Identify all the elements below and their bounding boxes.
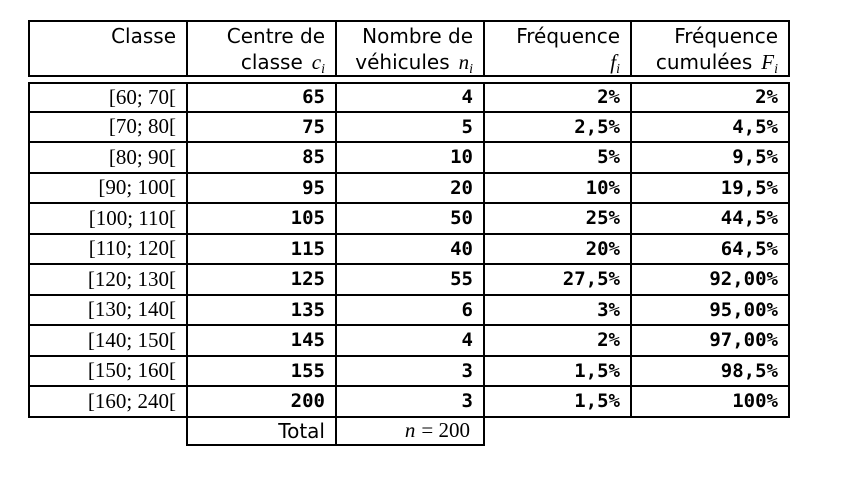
centre-cell: 125 xyxy=(186,265,335,296)
header-nombre-line2-text: véhicules xyxy=(355,49,450,74)
frequence-cumulee-cell: 100% xyxy=(630,387,790,418)
centre-cell: 75 xyxy=(186,112,335,143)
interval-cell: [140; 150[ xyxy=(28,326,186,357)
header-frequence-cumulee-line2-text: cumulées xyxy=(655,49,753,74)
interval-cell: [110; 120[ xyxy=(28,234,186,265)
header-nombre-line1: Nombre de xyxy=(362,23,473,48)
header-cell-frequence-cumulee: Fréquence cumulées Fi xyxy=(630,20,790,77)
total-row-right-spacer xyxy=(630,418,790,446)
interval-cell: [160; 240[ xyxy=(28,387,186,418)
frequence-cell: 1,5% xyxy=(483,356,630,387)
frequence-cumulee-cell: 4,5% xyxy=(630,112,790,143)
interval-cell: [100; 110[ xyxy=(28,204,186,235)
centre-cell: 145 xyxy=(186,326,335,357)
header-frequence-line1: Fréquence xyxy=(516,23,620,48)
frequency-table: Classe Centre de classe ci Nombre de véhi… xyxy=(28,20,790,446)
centre-cell: 105 xyxy=(186,204,335,235)
centre-cell: 65 xyxy=(186,82,335,113)
frequence-cumulee-cell: 44,5% xyxy=(630,204,790,235)
centre-cell: 85 xyxy=(186,143,335,174)
total-label: Total xyxy=(186,417,335,446)
frequence-cumulee-cell: 9,5% xyxy=(630,143,790,174)
header-centre-line2-text: classe xyxy=(240,49,303,74)
frequence-cumulee-cell: 92,00% xyxy=(630,265,790,296)
nombre-cell: 3 xyxy=(335,356,483,387)
nombre-cell: 55 xyxy=(335,265,483,296)
header-frequence-cumulee-line2: cumulées Fi xyxy=(636,49,778,77)
math-subscript: i xyxy=(321,61,325,77)
header-nombre-line2: véhicules ni xyxy=(341,49,473,77)
interval-cell: [150; 160[ xyxy=(28,356,186,387)
total-row-left-spacer xyxy=(28,418,186,446)
centre-cell: 135 xyxy=(186,295,335,326)
frequence-cell: 25% xyxy=(483,204,630,235)
math-var: n xyxy=(458,49,470,74)
frequence-cell: 20% xyxy=(483,234,630,265)
nombre-cell: 4 xyxy=(335,82,483,113)
frequence-cumulee-cell: 95,00% xyxy=(630,295,790,326)
frequence-cell: 2% xyxy=(483,326,630,357)
total-right-border xyxy=(483,417,630,446)
math-subscript: i xyxy=(616,61,620,77)
interval-cell: [60; 70[ xyxy=(28,82,186,113)
frequence-cumulee-cell: 64,5% xyxy=(630,234,790,265)
total-value: n = 200 xyxy=(335,417,483,446)
header-classe-line1: Classe xyxy=(111,24,176,48)
nombre-cell: 50 xyxy=(335,204,483,235)
math-symbol-ni: ni xyxy=(458,49,473,77)
centre-cell: 95 xyxy=(186,173,335,204)
math-var-n: n xyxy=(404,418,416,442)
header-cell-classe: Classe xyxy=(28,20,186,77)
math-symbol-fi: fi xyxy=(610,49,620,77)
nombre-cell: 40 xyxy=(335,234,483,265)
math-subscript: i xyxy=(774,61,778,77)
nombre-cell: 5 xyxy=(335,112,483,143)
math-var: c xyxy=(311,49,322,74)
centre-cell: 200 xyxy=(186,387,335,418)
nombre-cell: 10 xyxy=(335,143,483,174)
header-classe-line2 xyxy=(34,49,176,74)
math-var: f xyxy=(610,49,617,74)
total-value-number: = 200 xyxy=(421,418,470,442)
math-symbol-ci: ci xyxy=(311,49,325,77)
math-symbol-Fi: Fi xyxy=(761,49,778,77)
interval-cell: [80; 90[ xyxy=(28,143,186,174)
header-cell-centre: Centre de classe ci xyxy=(186,20,335,77)
math-var: F xyxy=(761,49,775,74)
interval-cell: [130; 140[ xyxy=(28,295,186,326)
frequence-cumulee-cell: 98,5% xyxy=(630,356,790,387)
frequence-cell: 5% xyxy=(483,143,630,174)
header-centre-line2: classe ci xyxy=(192,49,325,77)
nombre-cell: 20 xyxy=(335,173,483,204)
header-centre-line1: Centre de xyxy=(226,23,325,48)
nombre-cell: 3 xyxy=(335,387,483,418)
frequence-cell: 27,5% xyxy=(483,265,630,296)
frequence-cell: 2% xyxy=(483,82,630,113)
frequence-cell: 3% xyxy=(483,295,630,326)
header-frequence-cumulee-line1: Fréquence xyxy=(674,23,778,48)
math-subscript: i xyxy=(469,61,473,77)
frequence-cumulee-cell: 97,00% xyxy=(630,326,790,357)
interval-cell: [70; 80[ xyxy=(28,112,186,143)
frequence-cell: 1,5% xyxy=(483,387,630,418)
frequence-cumulee-cell: 2% xyxy=(630,82,790,113)
centre-cell: 115 xyxy=(186,234,335,265)
centre-cell: 155 xyxy=(186,356,335,387)
interval-cell: [120; 130[ xyxy=(28,265,186,296)
frequence-cell: 2,5% xyxy=(483,112,630,143)
header-cell-nombre: Nombre de véhicules ni xyxy=(335,20,483,77)
nombre-cell: 6 xyxy=(335,295,483,326)
header-frequence-line2: fi xyxy=(489,49,620,77)
frequence-cell: 10% xyxy=(483,173,630,204)
frequence-cumulee-cell: 19,5% xyxy=(630,173,790,204)
header-cell-frequence: Fréquence fi xyxy=(483,20,630,77)
interval-cell: [90; 100[ xyxy=(28,173,186,204)
nombre-cell: 4 xyxy=(335,326,483,357)
